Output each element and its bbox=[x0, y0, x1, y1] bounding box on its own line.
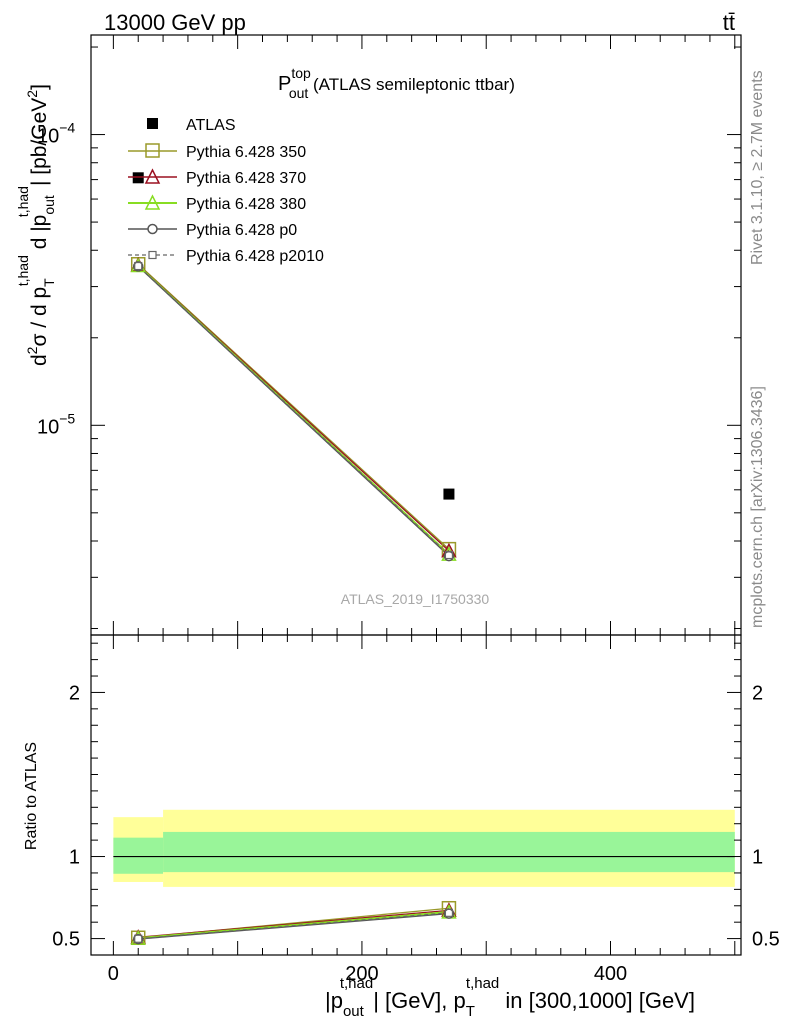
header-left: 13000 GeV pp bbox=[104, 10, 246, 35]
ratio-y-tick-label-left: 2 bbox=[69, 682, 80, 704]
plot-title: Ptop out (ATLAS semileptonic ttbar) bbox=[278, 65, 515, 101]
ratio-plot-frame bbox=[90, 634, 742, 956]
main-panel: 10−4 10−5 Ptop out (ATLAS semileptonic ttb… bbox=[15, 34, 742, 636]
ratio-band-inner bbox=[163, 831, 735, 873]
ratio-y-tick-label-left: 0.5 bbox=[52, 929, 80, 951]
ratio-axes: 0.5 0.5 1 1 2 2 0 200 400 bbox=[52, 634, 780, 985]
series-point-pythia-6-428-p2010 bbox=[444, 550, 454, 560]
ratio-point-pythia-6-428-p0 bbox=[132, 933, 144, 945]
data-point-atlas bbox=[443, 488, 455, 500]
ratio-data-layer bbox=[130, 900, 457, 946]
legend-label-pythia-p0: Pythia 6.428 p0 bbox=[186, 222, 297, 239]
legend-entry-pythia-p0: Pythia 6.428 p0 bbox=[128, 222, 297, 239]
series-point-pythia-6-428-p0 bbox=[132, 261, 144, 272]
ratio-panel: 0.5 0.5 1 1 2 2 0 200 400 Ratio to ATLAS |poutt,… bbox=[23, 634, 780, 1020]
ratio-point-pythia-6-428-p2010 bbox=[134, 934, 143, 943]
legend-marker-pythia-370 bbox=[144, 168, 161, 184]
main-y-axis-label: d2σ / d pTt,had d |poutt,had| [pb/GeV2] bbox=[15, 84, 57, 366]
main-y-tick-label: 10−4 bbox=[37, 120, 75, 148]
legend-label-pythia-380: Pythia 6.428 380 bbox=[186, 196, 306, 213]
legend: ATLAS Pythia 6.428 350 Pythia 6.428 370 … bbox=[128, 117, 324, 265]
legend-marker-pythia-350 bbox=[145, 143, 160, 158]
legend-entry-pythia-p2010: Pythia 6.428 p2010 bbox=[128, 248, 324, 265]
header-right: tt̄ bbox=[723, 10, 735, 35]
x-tick-label: 0 bbox=[108, 963, 119, 985]
legend-marker-pythia-p2010 bbox=[148, 250, 157, 260]
mcplots-label: mcplots.cern.ch [arXiv:1306.3436] bbox=[749, 386, 766, 628]
legend-marker-pythia-380 bbox=[144, 194, 161, 210]
legend-label-pythia-350: Pythia 6.428 350 bbox=[186, 144, 306, 161]
series-point-pythia-6-428-p2010 bbox=[134, 261, 143, 271]
legend-entry-pythia-370: Pythia 6.428 370 bbox=[128, 168, 306, 187]
legend-entry-pythia-350: Pythia 6.428 350 bbox=[128, 143, 306, 161]
legend-label-atlas: ATLAS bbox=[186, 117, 236, 134]
ratio-y-tick-label-right: 0.5 bbox=[752, 929, 780, 951]
main-axes: 10−4 10−5 bbox=[37, 34, 742, 636]
rivet-version-label: Rivet 3.1.10, ≥ 2.7M events bbox=[749, 70, 766, 265]
x-tick-label: 200 bbox=[345, 963, 378, 985]
ratio-line-pythia-6-428-380 bbox=[138, 911, 450, 940]
x-axis-label: |poutt,had| [GeV], pTt,had in [300,1000]… bbox=[325, 975, 695, 1020]
legend-marker-pythia-p0 bbox=[147, 223, 158, 235]
ratio-y-tick-label-right: 2 bbox=[752, 682, 763, 704]
data-point-atlas bbox=[132, 172, 144, 184]
series-line-pythia-6-428-p2010 bbox=[137, 265, 450, 556]
ratio-y-tick-label-right: 1 bbox=[752, 847, 763, 869]
ratio-point-pythia-6-428-p2010 bbox=[444, 908, 454, 917]
ratio-band-inner bbox=[113, 837, 164, 874]
legend-entry-atlas: ATLAS bbox=[147, 117, 236, 134]
ratio-y-axis-label: Ratio to ATLAS bbox=[23, 742, 40, 850]
ratio-y-tick-label-left: 1 bbox=[69, 847, 80, 869]
main-data-layer bbox=[130, 172, 457, 562]
legend-marker-atlas bbox=[147, 118, 158, 129]
x-tick-label: 400 bbox=[594, 963, 627, 985]
ratio-bands-layer bbox=[113, 809, 735, 887]
legend-label-pythia-p2010: Pythia 6.428 p2010 bbox=[186, 248, 324, 265]
analysis-watermark: ATLAS_2019_I1750330 bbox=[341, 591, 490, 607]
legend-entry-pythia-380: Pythia 6.428 380 bbox=[128, 194, 306, 213]
ratio-line-pythia-6-428-p2010 bbox=[138, 912, 449, 940]
legend-label-pythia-370: Pythia 6.428 370 bbox=[186, 170, 306, 187]
main-y-tick-label: 10−5 bbox=[37, 410, 75, 438]
